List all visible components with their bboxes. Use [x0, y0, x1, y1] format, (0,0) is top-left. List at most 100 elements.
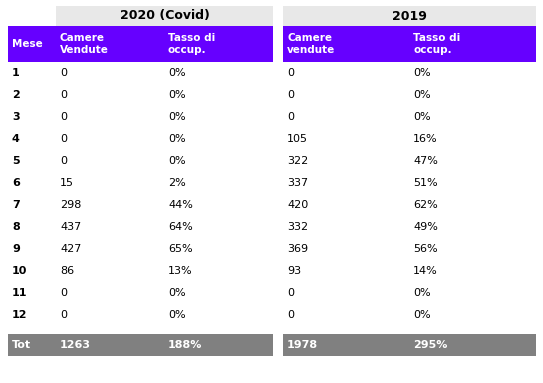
Text: 64%: 64% — [168, 222, 193, 232]
Bar — [8, 238, 273, 260]
Text: 0%: 0% — [168, 90, 186, 100]
Text: Tasso di
occup.: Tasso di occup. — [168, 33, 215, 55]
Text: 5: 5 — [12, 156, 20, 166]
Text: 1: 1 — [12, 68, 20, 78]
Text: 44%: 44% — [168, 200, 193, 210]
Text: 1978: 1978 — [287, 340, 318, 350]
Text: 11: 11 — [12, 288, 28, 298]
Text: 298: 298 — [60, 200, 81, 210]
Text: 0%: 0% — [413, 68, 431, 78]
Text: 15: 15 — [60, 178, 74, 188]
Bar — [8, 194, 273, 216]
Text: 337: 337 — [287, 178, 308, 188]
Text: 0%: 0% — [413, 90, 431, 100]
Text: 0%: 0% — [413, 288, 431, 298]
Text: 0: 0 — [60, 90, 67, 100]
Bar — [283, 216, 536, 238]
Text: 0: 0 — [60, 288, 67, 298]
Text: 0%: 0% — [168, 68, 186, 78]
Bar — [283, 26, 536, 62]
Text: Mese: Mese — [12, 39, 43, 49]
Text: 10: 10 — [12, 266, 27, 276]
Text: 420: 420 — [287, 200, 308, 210]
Text: 105: 105 — [287, 134, 308, 144]
Text: 1263: 1263 — [60, 340, 91, 350]
Bar — [283, 238, 536, 260]
Text: 0: 0 — [287, 90, 294, 100]
Text: 332: 332 — [287, 222, 308, 232]
Bar — [8, 334, 273, 356]
Text: Tasso di
occup.: Tasso di occup. — [413, 33, 460, 55]
Text: 6: 6 — [12, 178, 20, 188]
Text: 16%: 16% — [413, 134, 438, 144]
Bar — [8, 304, 273, 326]
Text: 8: 8 — [12, 222, 20, 232]
Text: 0: 0 — [60, 156, 67, 166]
Bar — [8, 260, 273, 282]
Text: 0%: 0% — [168, 112, 186, 122]
Text: 56%: 56% — [413, 244, 438, 254]
Text: 2019: 2019 — [392, 10, 427, 23]
Text: 0: 0 — [60, 112, 67, 122]
Text: 0: 0 — [287, 68, 294, 78]
Bar — [283, 150, 536, 172]
Text: 369: 369 — [287, 244, 308, 254]
Text: 4: 4 — [12, 134, 20, 144]
Text: 0: 0 — [287, 288, 294, 298]
Text: 49%: 49% — [413, 222, 438, 232]
Text: 322: 322 — [287, 156, 308, 166]
Bar — [8, 84, 273, 106]
Text: 437: 437 — [60, 222, 81, 232]
Text: 2020 (Covid): 2020 (Covid) — [119, 10, 210, 23]
Bar — [283, 334, 536, 356]
Bar — [8, 150, 273, 172]
Bar — [8, 216, 273, 238]
Text: 188%: 188% — [168, 340, 203, 350]
Text: 0%: 0% — [413, 310, 431, 320]
Text: 0: 0 — [60, 68, 67, 78]
Text: 0: 0 — [60, 310, 67, 320]
Text: 0%: 0% — [413, 112, 431, 122]
Text: 0: 0 — [287, 310, 294, 320]
Text: Tot: Tot — [12, 340, 31, 350]
Text: Camere
vendute: Camere vendute — [287, 33, 335, 55]
Text: 62%: 62% — [413, 200, 438, 210]
Text: 427: 427 — [60, 244, 81, 254]
Text: 0%: 0% — [168, 156, 186, 166]
Bar — [283, 84, 536, 106]
Text: 0%: 0% — [168, 310, 186, 320]
Bar — [283, 282, 536, 304]
Text: 86: 86 — [60, 266, 74, 276]
Bar — [8, 26, 273, 62]
Text: 0%: 0% — [168, 134, 186, 144]
Text: 9: 9 — [12, 244, 20, 254]
Text: 0%: 0% — [168, 288, 186, 298]
Text: Camere
Vendute: Camere Vendute — [60, 33, 109, 55]
Bar — [283, 6, 536, 26]
Bar — [283, 260, 536, 282]
Text: 0: 0 — [287, 112, 294, 122]
Bar — [8, 172, 273, 194]
Text: 12: 12 — [12, 310, 28, 320]
Text: 47%: 47% — [413, 156, 438, 166]
Text: 7: 7 — [12, 200, 20, 210]
Bar — [8, 106, 273, 128]
Text: 0: 0 — [60, 134, 67, 144]
Text: 14%: 14% — [413, 266, 438, 276]
Bar — [8, 128, 273, 150]
Text: 2%: 2% — [168, 178, 186, 188]
Bar — [56, 6, 273, 26]
Bar — [283, 304, 536, 326]
Text: 2: 2 — [12, 90, 20, 100]
Text: 93: 93 — [287, 266, 301, 276]
Bar — [283, 194, 536, 216]
Text: 3: 3 — [12, 112, 20, 122]
Bar — [283, 62, 536, 84]
Bar — [8, 282, 273, 304]
Text: 51%: 51% — [413, 178, 438, 188]
Text: 13%: 13% — [168, 266, 193, 276]
Bar — [283, 128, 536, 150]
Text: 295%: 295% — [413, 340, 447, 350]
Bar — [8, 62, 273, 84]
Bar — [283, 172, 536, 194]
